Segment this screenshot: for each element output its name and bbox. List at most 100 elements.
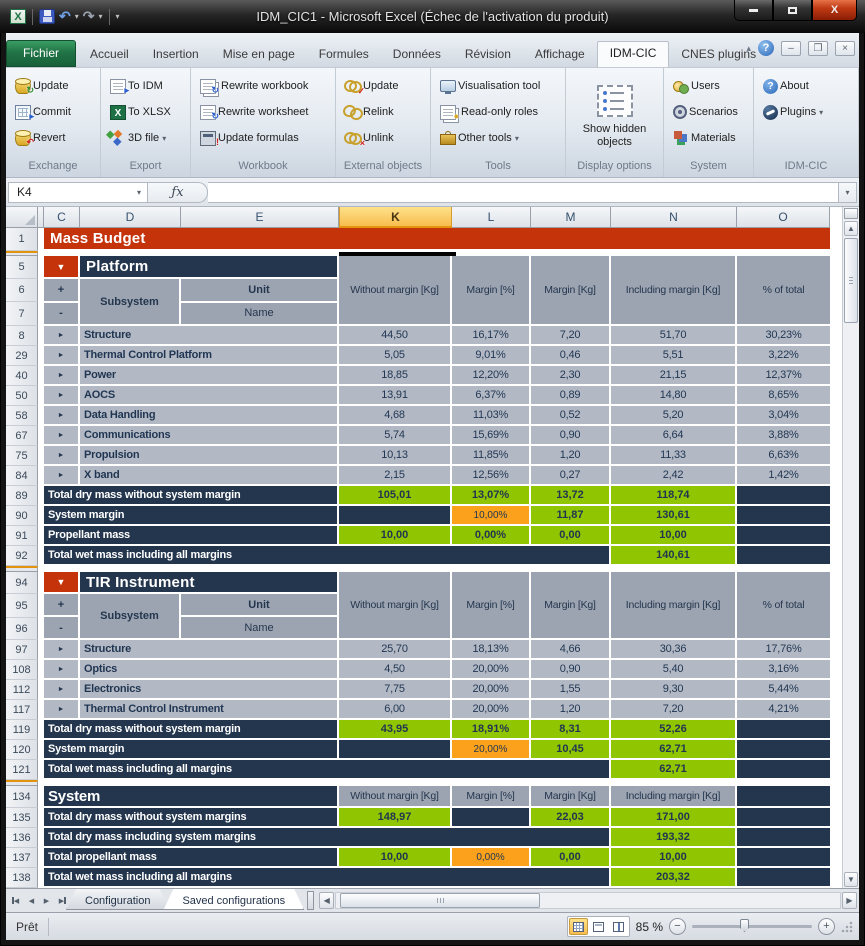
row-header-40[interactable]: 40 xyxy=(6,366,38,386)
tab-mise-en-page[interactable]: Mise en page xyxy=(222,47,295,61)
expand-row-icon[interactable]: ► xyxy=(44,446,78,464)
cell-value[interactable]: 20,00% xyxy=(452,700,529,718)
total-value[interactable]: 0,00 xyxy=(531,848,609,866)
total-value[interactable]: 171,00 xyxy=(611,808,735,826)
collapse-section-icon[interactable]: ▼ xyxy=(44,256,78,277)
about-button[interactable]: ? About xyxy=(760,73,852,99)
cell-value[interactable]: 0,90 xyxy=(531,426,609,444)
cell-value[interactable]: 18,85 xyxy=(339,366,450,384)
cell-value[interactable]: 12,56% xyxy=(452,466,529,484)
row-header-67[interactable]: 67 xyxy=(6,426,38,446)
unlink-button[interactable]: × Unlink xyxy=(342,125,424,151)
row-header-119[interactable]: 119 xyxy=(6,720,38,740)
scroll-left-icon[interactable]: ◀ xyxy=(319,892,335,909)
total-value[interactable]: 130,61 xyxy=(611,506,735,524)
cell-value[interactable]: 1,42% xyxy=(737,466,830,484)
cell-value[interactable]: 13,91 xyxy=(339,386,450,404)
maximize-button[interactable] xyxy=(773,0,812,21)
page-layout-view-button[interactable] xyxy=(589,918,608,935)
cell-value[interactable]: 0,90 xyxy=(531,660,609,678)
tab-fichier[interactable]: Fichier xyxy=(6,40,77,67)
row-header-117[interactable]: 117 xyxy=(6,700,38,720)
zoom-level[interactable]: 85 % xyxy=(635,919,663,934)
select-all-corner[interactable] xyxy=(6,207,38,228)
subsystem-name[interactable]: AOCS xyxy=(80,386,337,404)
collapse-section-icon[interactable]: ▼ xyxy=(44,572,78,592)
cell-value[interactable]: 51,70 xyxy=(611,326,735,344)
row-header-90[interactable]: 90 xyxy=(6,506,38,526)
expand-row-icon[interactable]: ► xyxy=(44,640,78,658)
column-header-m[interactable]: M xyxy=(531,207,611,228)
cell-value[interactable]: 0,52 xyxy=(531,406,609,424)
tab-idm-cic[interactable]: IDM-CIC xyxy=(596,41,670,67)
row-header-91[interactable]: 91 xyxy=(6,526,38,546)
total-value[interactable]: 118,74 xyxy=(611,486,735,504)
row-header-84[interactable]: 84 xyxy=(6,466,38,486)
subsystem-name[interactable]: Data Handling xyxy=(80,406,337,424)
cell-value[interactable]: 10,13 xyxy=(339,446,450,464)
tab-insertion[interactable]: Insertion xyxy=(152,47,199,61)
total-value[interactable]: 10,00% xyxy=(452,506,529,524)
total-value[interactable]: 0,00% xyxy=(452,526,529,544)
expand-formula-bar-icon[interactable]: ▾ xyxy=(839,181,857,203)
cell-value[interactable]: 7,75 xyxy=(339,680,450,698)
total-value[interactable]: 148,97 xyxy=(339,808,450,826)
total-value[interactable] xyxy=(339,506,450,524)
scroll-right-icon[interactable]: ▶ xyxy=(842,892,857,909)
cell-value[interactable]: 3,22% xyxy=(737,346,830,364)
cell-value[interactable]: 5,51 xyxy=(611,346,735,364)
redo-icon[interactable]: ↷ xyxy=(82,8,95,24)
horizontal-scroll-track[interactable] xyxy=(335,892,841,909)
update-formulas-button[interactable]: ! Update formulas xyxy=(197,125,329,151)
total-value[interactable]: 0,00% xyxy=(452,848,529,866)
sheet-title[interactable]: Mass Budget xyxy=(44,228,830,249)
column-header-n[interactable]: N xyxy=(611,207,737,228)
horizontal-scroll-thumb[interactable] xyxy=(340,893,541,908)
row-header-95[interactable]: 95 xyxy=(6,594,38,618)
undo-dropdown-icon[interactable]: ▾ xyxy=(74,12,79,21)
cell-value[interactable]: 0,27 xyxy=(531,466,609,484)
collapse-all-icon[interactable]: - xyxy=(44,617,78,638)
subsystem-name[interactable]: Propulsion xyxy=(80,446,337,464)
empty-cell[interactable] xyxy=(737,740,830,758)
total-value[interactable]: 8,31 xyxy=(531,720,609,738)
formula-input[interactable] xyxy=(208,181,839,203)
expand-row-icon[interactable]: ► xyxy=(44,426,78,444)
row-header-58[interactable]: 58 xyxy=(6,406,38,426)
next-sheet-icon[interactable]: ▶ xyxy=(43,897,50,905)
empty-cell[interactable] xyxy=(737,848,830,866)
zoom-slider-handle[interactable] xyxy=(740,919,749,932)
cell-value[interactable]: 5,05 xyxy=(339,346,450,364)
materials-button[interactable]: Materials xyxy=(670,125,747,151)
3d-file-button[interactable]: 3D file ▾ xyxy=(107,125,184,151)
column-header-o[interactable]: O xyxy=(737,207,830,228)
row-header-96[interactable]: 96 xyxy=(6,618,38,640)
cell-value[interactable]: 21,15 xyxy=(611,366,735,384)
subsystem-name[interactable]: Optics xyxy=(80,660,337,678)
total-value[interactable]: 62,71 xyxy=(611,760,735,778)
cell-value[interactable]: 11,03% xyxy=(452,406,529,424)
subsystem-name[interactable]: Structure xyxy=(80,326,337,344)
row-header-136[interactable]: 136 xyxy=(6,828,38,848)
empty-cell[interactable] xyxy=(737,506,830,524)
zoom-out-button[interactable]: − xyxy=(669,918,686,935)
cell-value[interactable]: 4,21% xyxy=(737,700,830,718)
cell-value[interactable]: 3,88% xyxy=(737,426,830,444)
column-header-l[interactable]: L xyxy=(452,207,531,228)
last-sheet-icon[interactable]: ▶ xyxy=(55,893,68,908)
collapse-all-icon[interactable]: - xyxy=(44,302,78,324)
cell-value[interactable]: 25,70 xyxy=(339,640,450,658)
split-handle[interactable] xyxy=(844,208,858,219)
subsystem-name[interactable]: Electronics xyxy=(80,680,337,698)
cell-value[interactable]: 6,64 xyxy=(611,426,735,444)
vertical-scrollbar[interactable]: ▲ ▼ xyxy=(842,207,859,888)
rewrite-worksheet-button[interactable]: ↻ Rewrite worksheet xyxy=(197,99,329,125)
revert-button[interactable]: ↶ Revert xyxy=(12,125,94,151)
cell-value[interactable]: 5,74 xyxy=(339,426,450,444)
cell-value[interactable]: 30,23% xyxy=(737,326,830,344)
read-only-roles-button[interactable]: ● Read-only roles xyxy=(437,99,559,125)
row-header-138[interactable]: 138 xyxy=(6,868,38,888)
tab-formules[interactable]: Formules xyxy=(318,47,369,61)
expand-all-icon[interactable]: + xyxy=(44,594,78,615)
row-header-97[interactable]: 97 xyxy=(6,640,38,660)
